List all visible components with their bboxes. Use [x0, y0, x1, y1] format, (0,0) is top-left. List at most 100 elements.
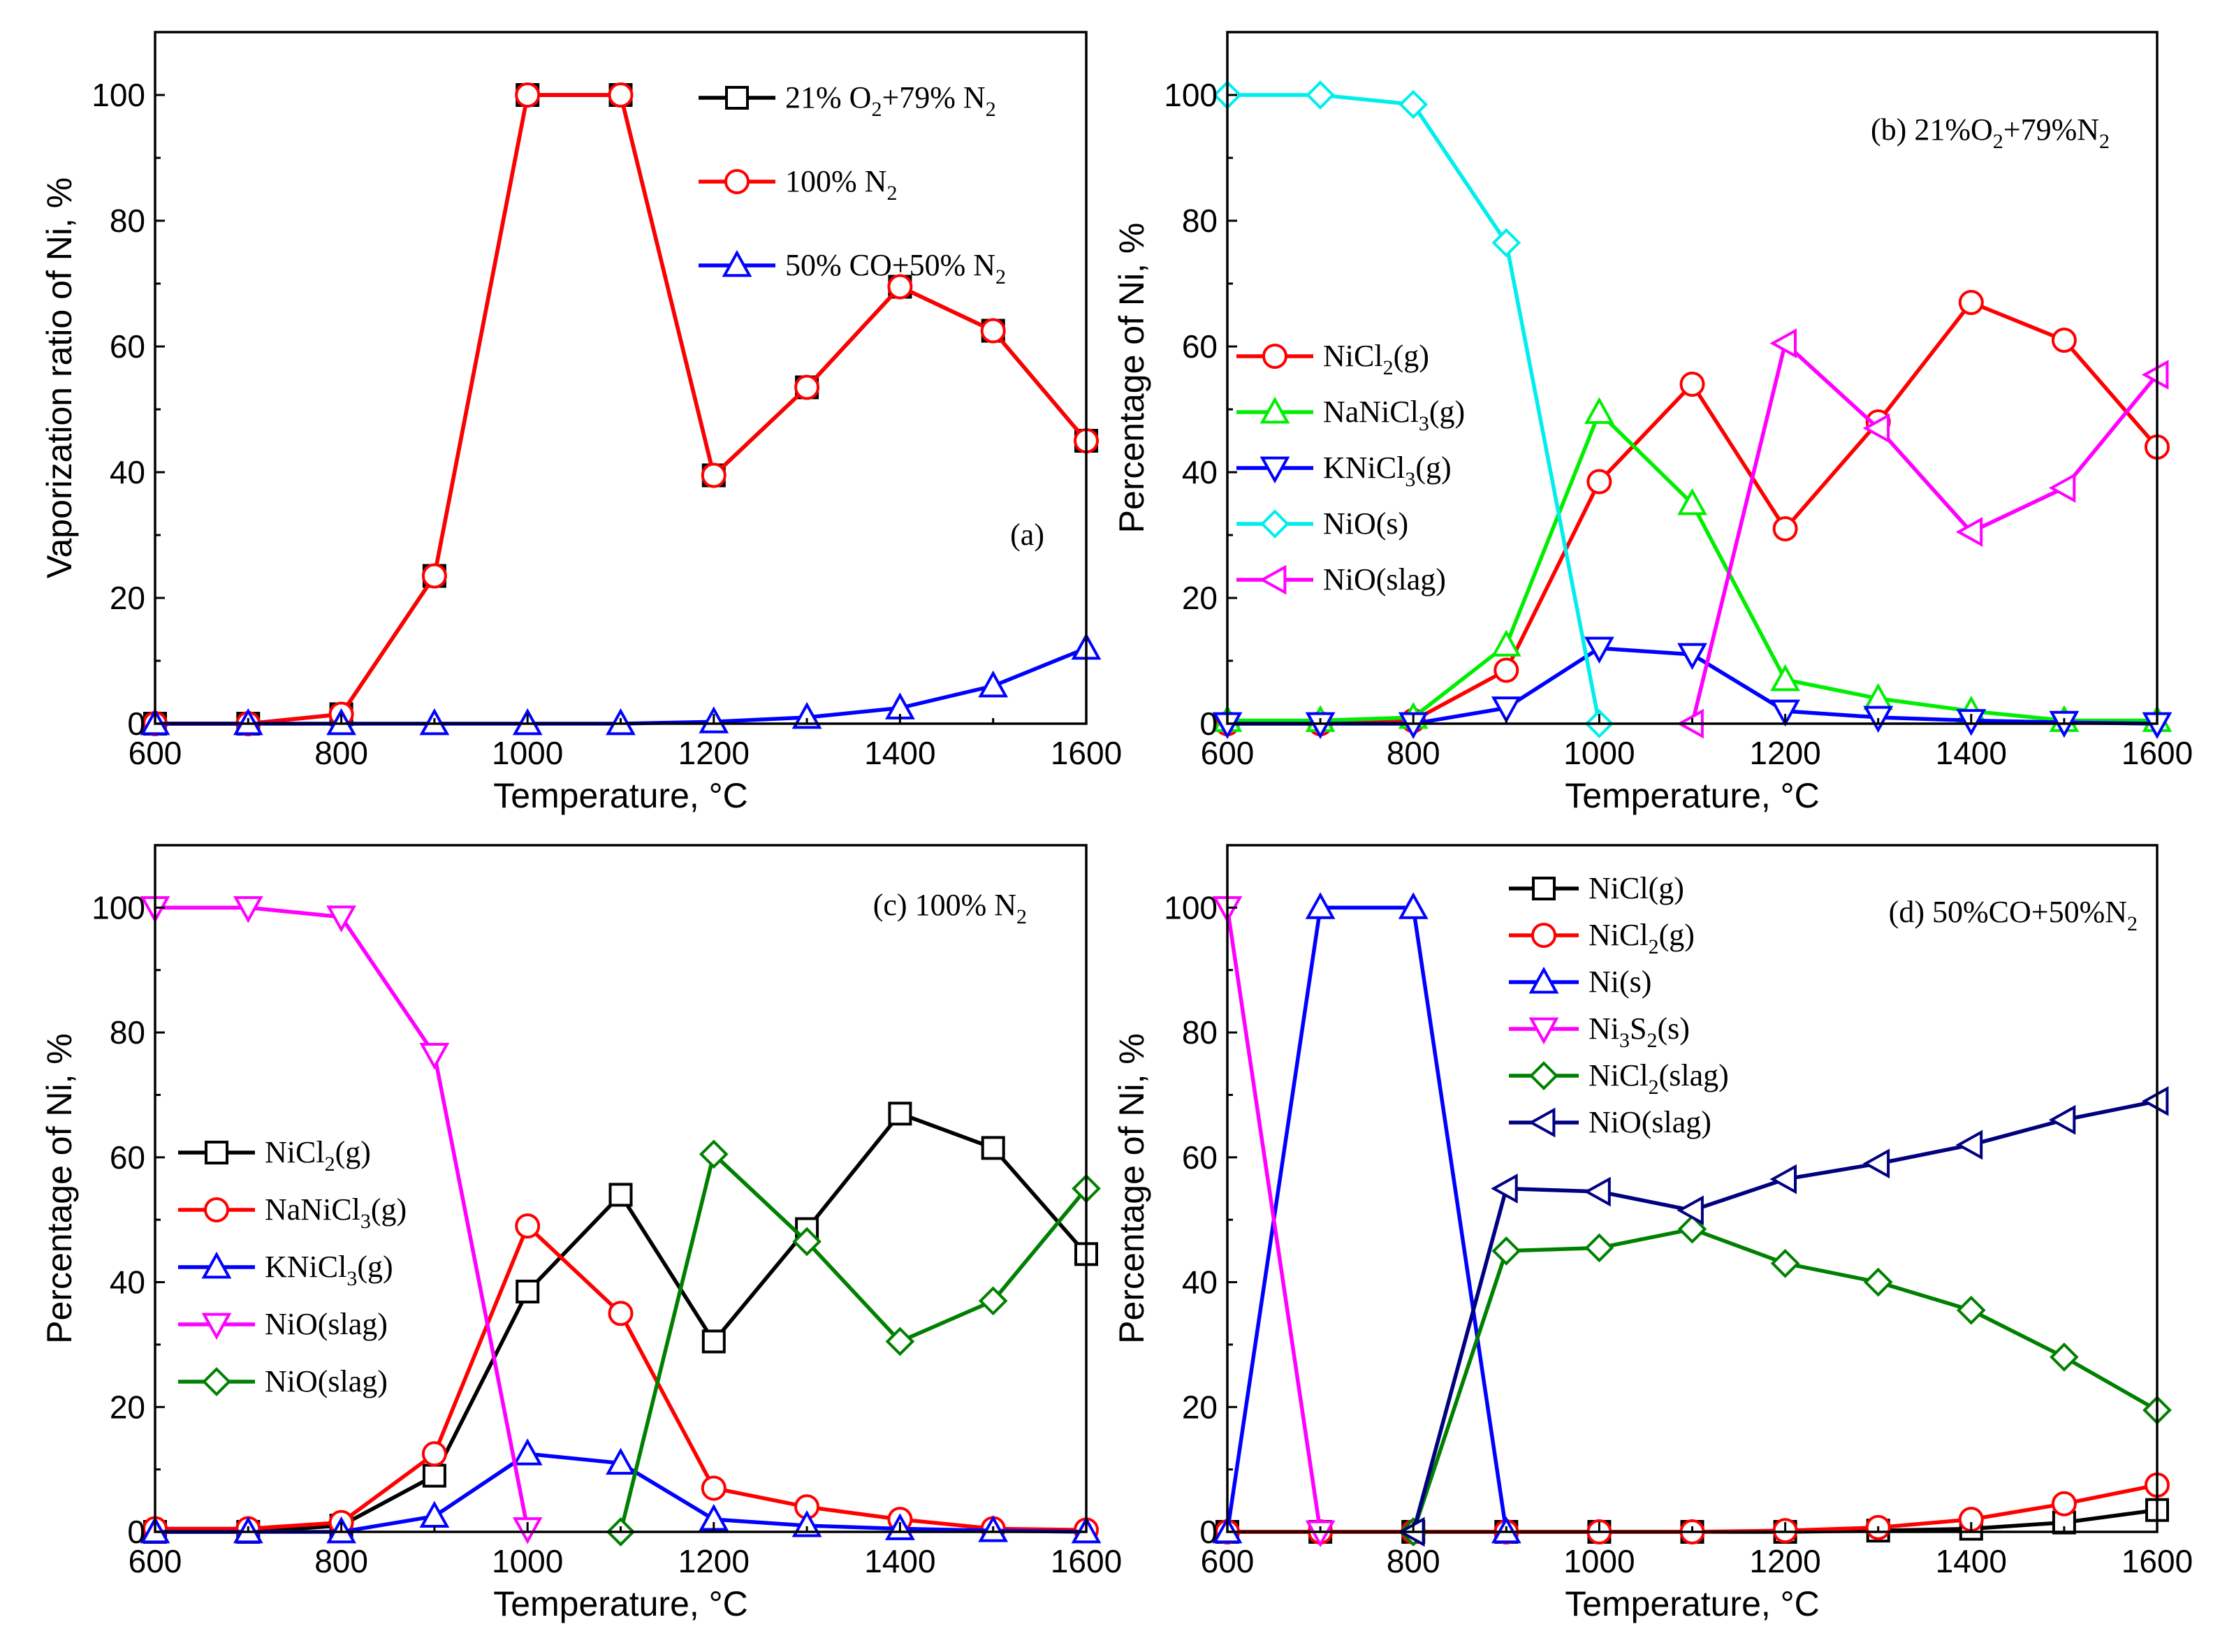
legend: NiCl2(g)NaNiCl3(g)KNiCl3(g)NiO(slag)NiO(…: [178, 1135, 407, 1398]
data-point: [1491, 228, 1521, 258]
subscript-text: 2: [1646, 1029, 1657, 1052]
legend-label: NiO(slag): [1589, 1105, 1711, 1139]
y-tick-label: 80: [1182, 203, 1218, 239]
data-point: [794, 374, 820, 400]
series-4: [1399, 1214, 2172, 1547]
label-text: (d) 50%CO+50%N: [1889, 895, 2127, 929]
chart-panel-b: 600 800 1000 1200 1400 1600 0 20 40 60 80 100 Temper…: [1112, 31, 2193, 815]
x-axis-label: Temperature, °C: [493, 776, 748, 815]
data-point: [1769, 1164, 1797, 1194]
y-axis-label: Percentage of Ni, %: [40, 1033, 79, 1344]
x-tick-label: 600: [1201, 735, 1255, 771]
legend-marker: [1528, 1017, 1559, 1045]
subscript-text: 2: [995, 265, 1006, 288]
legend-label: NiO(slag): [265, 1364, 388, 1398]
subscript-text: 2: [886, 182, 897, 205]
panel-annotation: (d) 50%CO+50%N2: [1889, 895, 2138, 935]
legend-label: NaNiCl3(g): [265, 1192, 407, 1233]
data-point: [516, 1279, 540, 1303]
legend-marker: [724, 169, 750, 194]
x-tick-label: 1400: [1936, 735, 2007, 771]
subscript-text: 2: [325, 1153, 335, 1176]
legend-label: Ni(s): [1589, 965, 1651, 999]
label-text: NiO(s): [1323, 506, 1408, 541]
x-tick-label: 1600: [2122, 735, 2193, 771]
y-tick-label: 80: [110, 1014, 145, 1051]
subscript-text: 2: [1383, 356, 1394, 379]
data-point: [1305, 1520, 1336, 1548]
data-point: [608, 82, 634, 108]
label-text: KNiCl: [265, 1250, 346, 1284]
plot-area: [1212, 892, 2172, 1548]
legend-label: KNiCl3(g): [1323, 451, 1452, 491]
x-tick-label: 800: [1387, 735, 1440, 771]
data-point: [2048, 1104, 2076, 1135]
data-point: [701, 462, 726, 488]
subscript-text: 2: [986, 98, 996, 121]
label-text: 21% O: [785, 80, 871, 115]
y-tick-label: 0: [1199, 706, 1218, 742]
series-line: [1690, 341, 2159, 724]
label-text: (g): [1659, 918, 1695, 952]
data-point: [1862, 413, 1890, 444]
label-text: NiCl: [1589, 918, 1649, 952]
data-point: [1679, 372, 1705, 397]
series-5: [1398, 1086, 2169, 1547]
data-point: [1955, 1130, 1983, 1160]
data-point: [701, 1329, 726, 1354]
axis-frame: [154, 31, 1088, 725]
data-point: [980, 318, 1006, 344]
legend-label: NiCl(g): [1589, 871, 1684, 905]
subscript-text: 2: [871, 98, 882, 121]
x-tick-label: 1400: [864, 735, 935, 771]
x-tick-label: 800: [1387, 1543, 1440, 1579]
chart-panel-d: 600 800 1000 1200 1400 1600 0 20 40 60 80 100 Temper…: [1112, 844, 2193, 1623]
y-tick-label: 0: [127, 1514, 145, 1550]
data-point: [1955, 517, 1983, 547]
y-tick-label: 60: [1182, 328, 1218, 365]
data-point: [2048, 473, 2076, 503]
data-point: [1770, 699, 1800, 727]
subscript-text: 2: [1016, 905, 1027, 928]
legend-marker: [201, 1313, 232, 1340]
y-tick-label: 20: [1182, 1389, 1218, 1425]
y-tick-label: 60: [110, 328, 145, 365]
label-text: NiCl(g): [1589, 871, 1684, 905]
data-point: [512, 1438, 543, 1465]
legend-marker: [722, 249, 752, 277]
x-tick-label: 1000: [492, 735, 563, 771]
legend-label: NiO(slag): [265, 1307, 388, 1341]
data-point: [887, 274, 913, 300]
legend-label: NiCl2(g): [1323, 339, 1429, 379]
x-tick-label: 1400: [1936, 1543, 2007, 1579]
y-tick-label: 20: [110, 580, 145, 616]
label-text: (g): [357, 1250, 393, 1284]
y-tick-label: 20: [1182, 580, 1218, 616]
y-tick-label: 40: [1182, 1264, 1218, 1301]
legend-marker: [1259, 564, 1287, 595]
x-tick-label: 1000: [492, 1543, 563, 1579]
panel-annotation: (a): [1010, 518, 1044, 552]
panel-annotation: (c) 100% N2: [873, 888, 1027, 928]
data-point: [1862, 1148, 1890, 1179]
legend-label: NiCl2(slag): [1589, 1058, 1729, 1099]
data-point: [515, 1213, 541, 1239]
label-text: 100% N: [785, 164, 886, 198]
x-tick-label: 1600: [2122, 1543, 2193, 1579]
label-text: (g): [1415, 451, 1451, 485]
data-point: [2051, 328, 2077, 353]
y-axis-label: Percentage of Ni, %: [1112, 1033, 1151, 1344]
data-point: [233, 896, 263, 923]
legend-marker: [1260, 509, 1290, 539]
legend-label: Ni3S2(s): [1589, 1011, 1690, 1052]
x-tick-label: 1200: [1749, 1543, 1820, 1579]
label-text: NiCl: [265, 1135, 325, 1169]
data-point: [978, 1286, 1008, 1316]
subscript-text: 3: [1419, 412, 1429, 435]
label-text: NiO(slag): [265, 1364, 388, 1398]
series-4: [1677, 328, 2169, 739]
label-text: (b) 21%O: [1871, 112, 1993, 147]
data-point: [1770, 1248, 1800, 1278]
data-point: [1677, 1195, 1704, 1226]
x-tick-label: 1600: [1051, 1543, 1122, 1579]
